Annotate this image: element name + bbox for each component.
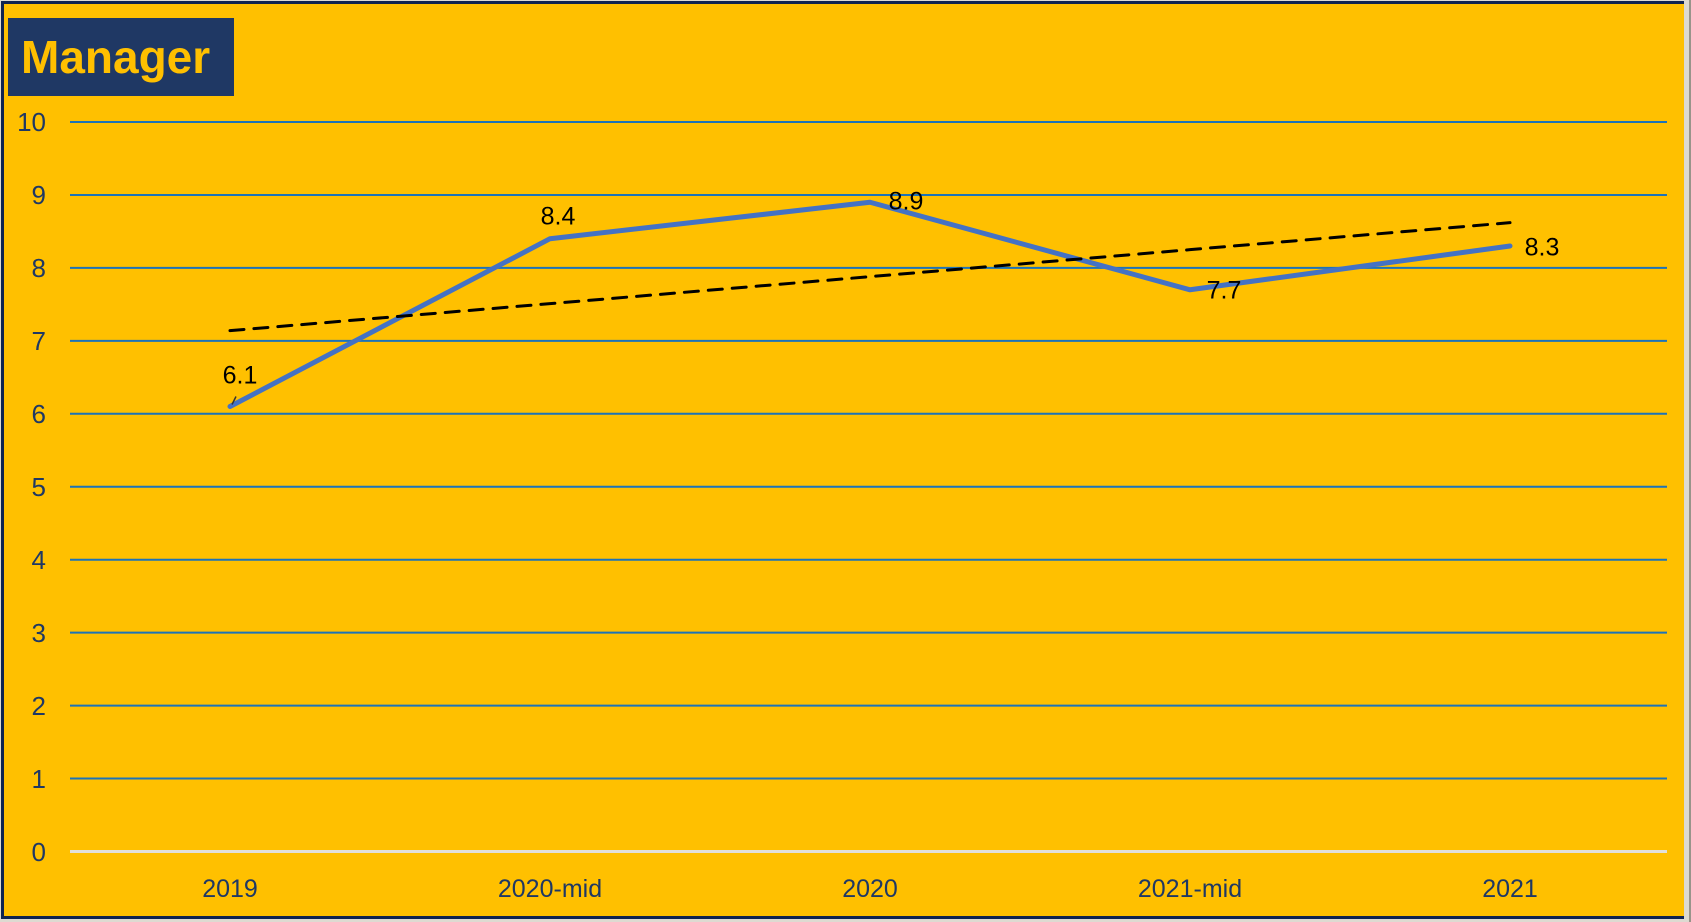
chart-title-box: Manager	[8, 18, 234, 96]
manager-series-line	[227, 199, 1513, 410]
y-axis-tick-label: 3	[31, 617, 46, 648]
y-axis-tick-label: 8	[31, 252, 46, 283]
data-label: 6.1	[222, 361, 258, 389]
y-axis-tick-label: 9	[31, 179, 46, 210]
y-axis-tick-label: 1	[31, 763, 46, 794]
x-axis-category-label: 2020	[842, 875, 898, 903]
data-label: 8.9	[888, 187, 924, 216]
y-axis-tick-label: 6	[31, 398, 46, 429]
y-axis-tick-label: 5	[31, 471, 46, 502]
y-axis-tick-label: 7	[31, 325, 46, 356]
y-axis-tick-label: 4	[31, 544, 46, 575]
screen-right-edge	[1689, 0, 1691, 922]
data-label: 8.3	[1524, 233, 1560, 262]
y-axis-tick-label: 0	[31, 836, 46, 867]
data-label-leader-line	[231, 396, 237, 405]
x-axis-category-label: 2021	[1482, 875, 1538, 903]
data-label: 7.7	[1206, 276, 1242, 305]
trendline	[228, 221, 1512, 333]
y-axis-tick-label: 10	[17, 107, 46, 137]
data-label: 8.4	[540, 202, 576, 231]
chart-title: Manager	[21, 31, 211, 83]
x-axis-category-label: 2019	[202, 875, 258, 903]
x-axis-category-label: 2021-mid	[1137, 875, 1243, 903]
x-axis-category-label: 2020-mid	[497, 875, 603, 903]
y-axis-tick-label: 2	[31, 690, 46, 721]
